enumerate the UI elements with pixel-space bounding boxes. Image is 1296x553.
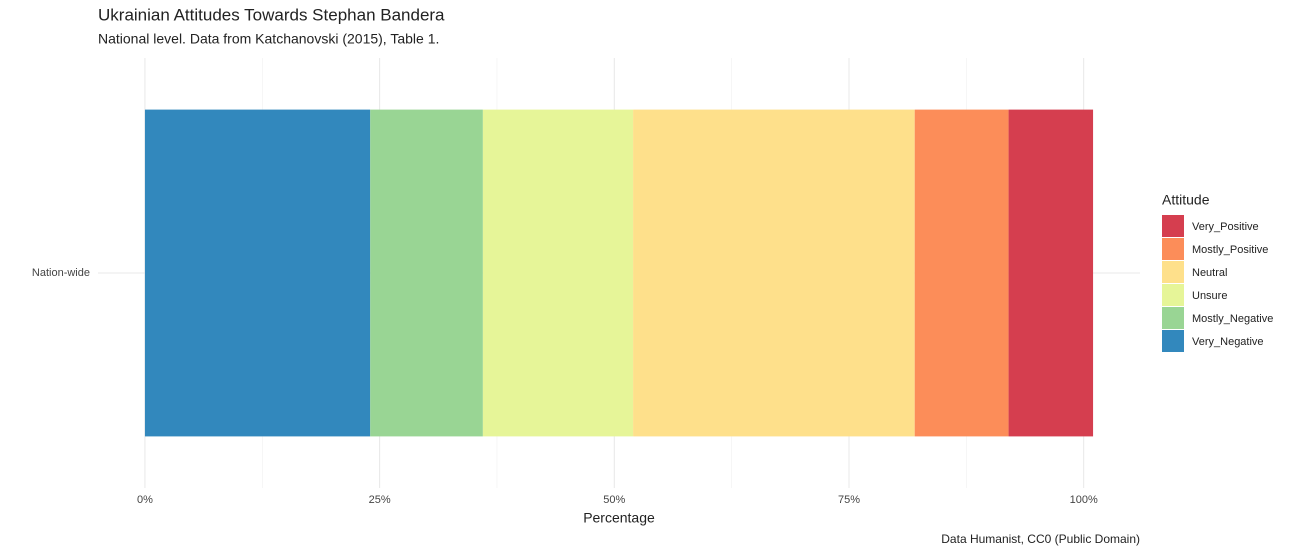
bar-segment xyxy=(914,109,1009,437)
caption: Data Humanist, CC0 (Public Domain) xyxy=(941,532,1140,546)
x-tick-label: 0% xyxy=(137,494,153,506)
legend-label: Neutral xyxy=(1192,267,1227,279)
x-tick-label: 100% xyxy=(1070,494,1098,506)
legend-key xyxy=(1162,330,1184,352)
bar-segment xyxy=(482,109,634,437)
bar-segment xyxy=(1008,109,1094,437)
legend-key xyxy=(1162,215,1184,237)
y-tick-label: Nation-wide xyxy=(32,267,90,279)
x-tick-label: 50% xyxy=(603,494,625,506)
legend-label: Unsure xyxy=(1192,290,1227,302)
legend-key xyxy=(1162,307,1184,329)
chart-title: Ukrainian Attitudes Towards Stephan Band… xyxy=(98,5,445,24)
bar-segment xyxy=(144,109,371,437)
bar-segment xyxy=(370,109,483,437)
x-tick-label: 25% xyxy=(369,494,391,506)
legend-label: Mostly_Negative xyxy=(1192,313,1273,325)
legend-label: Mostly_Positive xyxy=(1192,244,1268,256)
legend-label: Very_Negative xyxy=(1192,336,1264,348)
chart-subtitle: National level. Data from Katchanovski (… xyxy=(98,31,439,47)
x-axis-title: Percentage xyxy=(583,510,655,526)
legend-key xyxy=(1162,238,1184,260)
legend-key xyxy=(1162,261,1184,283)
legend-label: Very_Positive xyxy=(1192,221,1259,233)
legend-title: Attitude xyxy=(1162,192,1210,208)
legend-key xyxy=(1162,284,1184,306)
x-tick-label: 75% xyxy=(838,494,860,506)
bar-segment xyxy=(633,109,915,437)
